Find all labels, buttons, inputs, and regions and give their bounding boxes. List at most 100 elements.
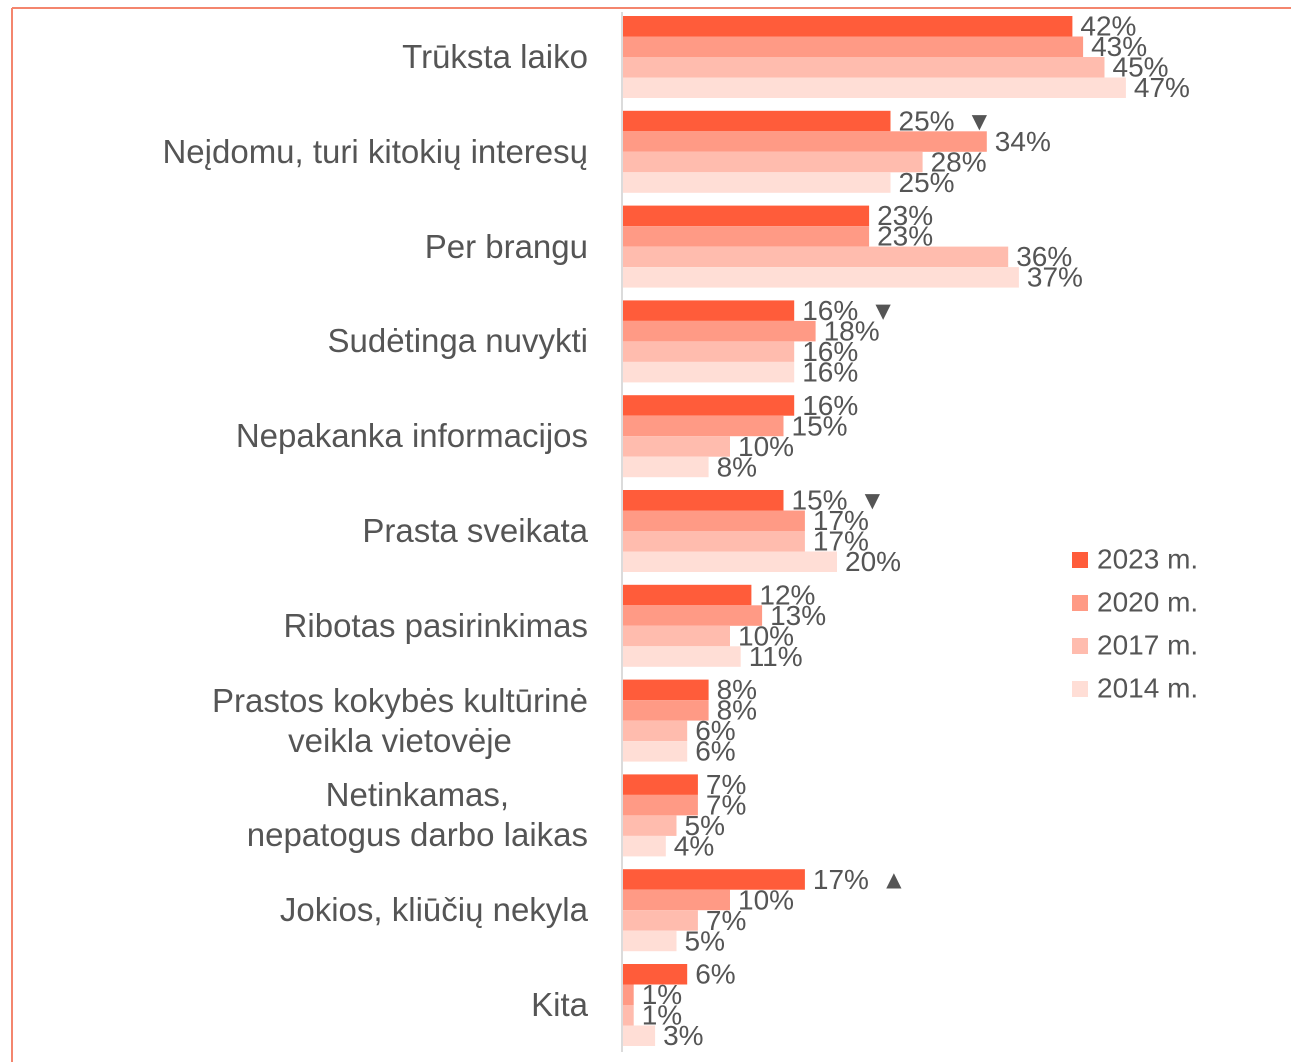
bar (623, 741, 688, 762)
category-label: Prasta sveikata (362, 512, 588, 549)
bar (623, 910, 698, 931)
category-label-box: Nepakanka informacijos (236, 395, 588, 477)
category-label: Neįdomu, turi kitokių interesų (162, 132, 588, 170)
value-label: 1% (642, 1000, 682, 1031)
value-label: 18% (824, 316, 880, 347)
bar (623, 490, 784, 511)
bar (623, 77, 1126, 98)
value-label: 5% (685, 925, 725, 956)
value-label: 42% (1080, 11, 1136, 42)
value-label: 34% (995, 126, 1051, 157)
value-label: 23% (877, 200, 933, 231)
value-label: 17% (813, 864, 869, 895)
value-label: 3% (663, 1020, 703, 1051)
category-label: Ribotas pasirinkimas (283, 606, 588, 644)
bar (623, 531, 805, 552)
bar (623, 646, 741, 667)
legend-label: 2020 m. (1097, 586, 1198, 617)
bar (623, 415, 784, 437)
bar (623, 151, 923, 173)
value-label: 17% (813, 526, 869, 557)
bar (623, 700, 709, 721)
value-label: 7% (706, 905, 746, 936)
value-label: 4% (674, 831, 714, 862)
bar (623, 794, 698, 816)
value-label: 16% (802, 295, 858, 326)
bar (623, 456, 709, 478)
value-label: 20% (845, 546, 901, 577)
category-label-box: Prastos kokybės kultūrinė veikla vietovė… (212, 680, 588, 762)
legend-swatch (1072, 638, 1088, 654)
value-label: 17% (813, 505, 869, 536)
legend-label: 2017 m. (1097, 629, 1198, 660)
bar (623, 16, 1073, 37)
category-label: Nepakanka informacijos (235, 417, 588, 455)
bar (623, 341, 795, 362)
bar (623, 625, 730, 647)
bar (623, 835, 666, 857)
value-label: 6% (695, 715, 735, 746)
category-label: Per brangu (424, 227, 588, 265)
value-label: 47% (1134, 72, 1190, 103)
value-label: 15% (792, 410, 848, 441)
value-label: 10% (738, 431, 794, 462)
bar (623, 436, 730, 457)
value-label: 16% (802, 390, 858, 421)
bar (623, 57, 1105, 78)
legend-swatch (1072, 681, 1088, 697)
bar (623, 1005, 634, 1026)
value-label: 16% (802, 357, 858, 388)
value-label: 6% (695, 959, 735, 990)
bar (623, 395, 795, 416)
bar (623, 815, 677, 836)
bar (623, 889, 730, 911)
category-label-box: Sudėtinga nuvykti (327, 300, 588, 382)
category-label: Jokios, kliūčių nekyla (279, 891, 588, 929)
bar (623, 131, 987, 152)
category-label-box: Ribotas pasirinkimas (284, 585, 588, 667)
change-marker: ▼ (860, 485, 886, 515)
bar (623, 226, 870, 247)
change-marker: ▼ (967, 106, 993, 136)
bar (623, 605, 763, 626)
legend-swatch (1072, 552, 1088, 568)
category-label-box: Per brangu (425, 206, 588, 288)
value-label: 36% (1016, 241, 1072, 272)
category-label-box: Kita (531, 964, 588, 1046)
value-label: 11% (749, 641, 803, 672)
bar (623, 869, 805, 890)
value-label: 8% (717, 695, 757, 726)
legend-label: 2023 m. (1097, 543, 1198, 574)
value-label: 10% (738, 884, 794, 915)
value-label: 8% (717, 674, 757, 705)
value-label: 43% (1091, 31, 1147, 62)
bar (623, 720, 688, 742)
value-label: 13% (770, 600, 826, 631)
category-label-box: Prasta sveikata (362, 490, 588, 572)
value-label: 25% (899, 105, 955, 136)
change-marker: ▲ (881, 864, 907, 894)
bar (623, 1025, 656, 1046)
value-label: 12% (759, 579, 815, 610)
category-label-box: Jokios, kliūčių nekyla (280, 869, 588, 951)
bar (623, 930, 677, 952)
bar (623, 172, 891, 193)
change-marker: ▼ (870, 296, 896, 326)
bar (623, 246, 1009, 268)
value-label: 23% (877, 221, 933, 252)
bar (623, 320, 816, 342)
value-label: 1% (642, 979, 682, 1010)
bar (623, 36, 1084, 57)
bar (623, 584, 752, 606)
bar (623, 300, 795, 321)
category-label: Trūksta laiko (402, 38, 588, 75)
value-label: 15% (792, 485, 848, 516)
bar (623, 361, 795, 383)
value-label: 8% (717, 451, 757, 482)
bar (623, 964, 688, 985)
bar (623, 110, 891, 132)
value-label: 10% (738, 620, 794, 651)
value-label: 7% (706, 769, 746, 800)
